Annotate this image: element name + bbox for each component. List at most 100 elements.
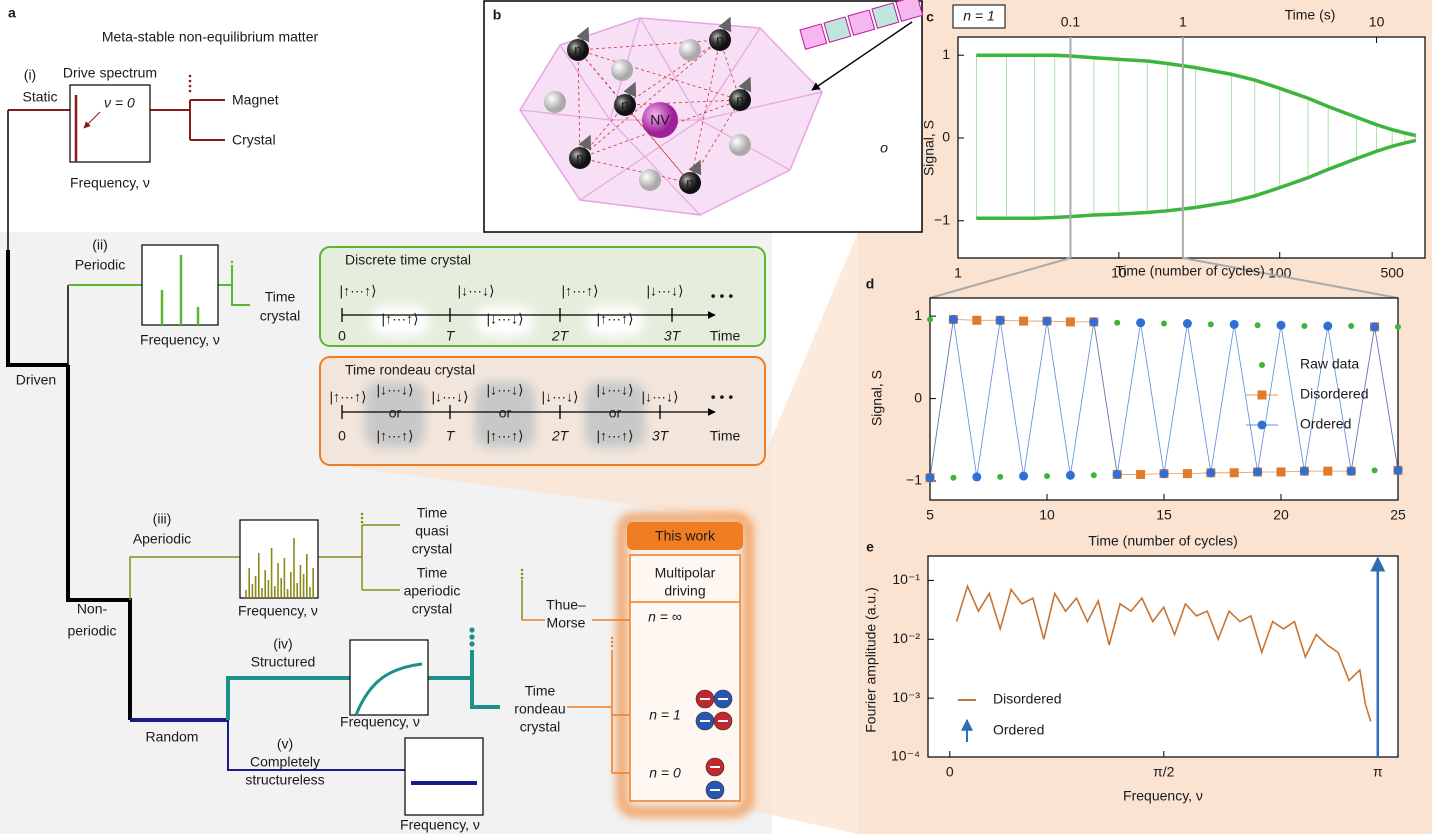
label: rondeau	[514, 701, 565, 717]
marker-dot	[1395, 323, 1401, 330]
plot-area	[957, 36, 1426, 259]
spin	[614, 94, 636, 116]
coupling	[719, 39, 741, 101]
legend-label: Ordered	[993, 722, 1044, 738]
dot	[520, 576, 524, 580]
label: Time	[265, 289, 296, 305]
pulse-block	[895, 0, 924, 22]
connector	[567, 650, 640, 774]
marker-square	[1065, 317, 1075, 327]
marker-circle	[1346, 466, 1356, 476]
spin	[567, 39, 589, 61]
x-tick-label: 10	[1039, 507, 1055, 523]
coupling	[577, 49, 626, 106]
label: crystal	[412, 541, 452, 557]
spin-state: |↓···↓⟩	[457, 283, 494, 299]
marker-square	[972, 315, 982, 325]
label: Crystal	[232, 132, 276, 148]
label: • • •	[711, 389, 734, 405]
marker-square	[1323, 466, 1333, 476]
spin-state: |↓···↓⟩	[376, 382, 413, 398]
panel-label: e	[866, 539, 874, 555]
coupling	[579, 157, 691, 184]
panel-label: b	[493, 7, 502, 23]
sphere-label: n	[621, 97, 629, 113]
pulse-block	[871, 2, 900, 29]
coupling	[624, 104, 691, 184]
axis-title: Fourier amplitude (a.u.)	[863, 587, 879, 733]
label: Time	[710, 328, 741, 344]
legend-marker	[1257, 420, 1267, 430]
x-tick-label: 500	[1380, 265, 1404, 281]
drive-arrow	[811, 21, 913, 91]
marker-dot	[1161, 320, 1167, 327]
label: (v)	[277, 736, 293, 752]
time-tick-label: 0	[338, 328, 346, 344]
panel-label: d	[866, 276, 875, 292]
grey-blob	[585, 382, 645, 448]
marker-dot	[1301, 323, 1308, 330]
x-tick-label: 20	[1273, 507, 1289, 523]
label: Time	[417, 505, 448, 521]
marker-circle	[1299, 466, 1309, 476]
marker-dot	[1090, 472, 1097, 479]
marker-square	[1182, 469, 1192, 479]
axis-title: Time (number of cycles)	[1115, 263, 1265, 279]
y-tick-label: 1	[942, 46, 950, 62]
spin-state: |↓···↓⟩	[486, 311, 523, 327]
dot	[360, 512, 364, 516]
pulse-block	[823, 16, 852, 43]
label: Multipolar	[655, 565, 716, 581]
connector	[150, 99, 225, 141]
or-label: or	[499, 405, 512, 421]
dot	[520, 572, 524, 576]
marker-circle	[1206, 468, 1216, 478]
label: Time rondeau crystal	[345, 362, 475, 378]
label: Structured	[251, 654, 316, 670]
sphere-label: n	[716, 32, 724, 48]
spectrum-line	[955, 583, 1372, 722]
plot-area	[929, 297, 1399, 501]
marker-circle	[1323, 321, 1333, 331]
spin-state: |↑···↑⟩	[596, 311, 633, 327]
or-label: or	[389, 405, 402, 421]
label: Morse	[547, 615, 586, 631]
spin-state: |↓···↓⟩	[596, 382, 633, 398]
plot-area	[927, 555, 1399, 758]
label: crystal	[412, 601, 452, 617]
marker-circle	[1276, 320, 1286, 330]
spin-state: |↑···↑⟩	[561, 283, 598, 299]
marker-circle	[1089, 317, 1099, 327]
label: structureless	[245, 772, 324, 788]
x-tick-label: 25	[1390, 507, 1406, 523]
dot	[230, 260, 234, 264]
connector	[160, 255, 200, 325]
spectrum-box	[69, 84, 151, 163]
legend-label: Raw data	[1300, 356, 1359, 372]
axis-title: Signal, S	[921, 120, 937, 176]
label: n = 1	[963, 8, 995, 24]
label: aperiodic	[404, 583, 461, 599]
dot	[188, 84, 192, 88]
spin	[679, 172, 701, 194]
sphere-label: n	[574, 42, 582, 58]
envelope	[976, 53, 1417, 138]
axis-title: Frequency, ν	[1123, 788, 1203, 804]
marker-circle	[1229, 319, 1239, 329]
connector	[354, 662, 423, 716]
label: (ii)	[92, 237, 108, 253]
x2-tick-label: 1	[1179, 14, 1187, 30]
dot	[360, 520, 364, 524]
label: Aperiodic	[133, 531, 191, 547]
spin	[569, 147, 591, 169]
spin-state: |↓···↓⟩	[431, 389, 468, 405]
label: o	[880, 140, 888, 156]
label: Drive spectrum	[63, 65, 157, 81]
connector	[129, 556, 240, 600]
label: Time	[710, 428, 741, 444]
dot	[610, 644, 614, 648]
label: • • •	[711, 288, 734, 304]
connector	[428, 650, 500, 709]
trc-box	[319, 356, 766, 466]
